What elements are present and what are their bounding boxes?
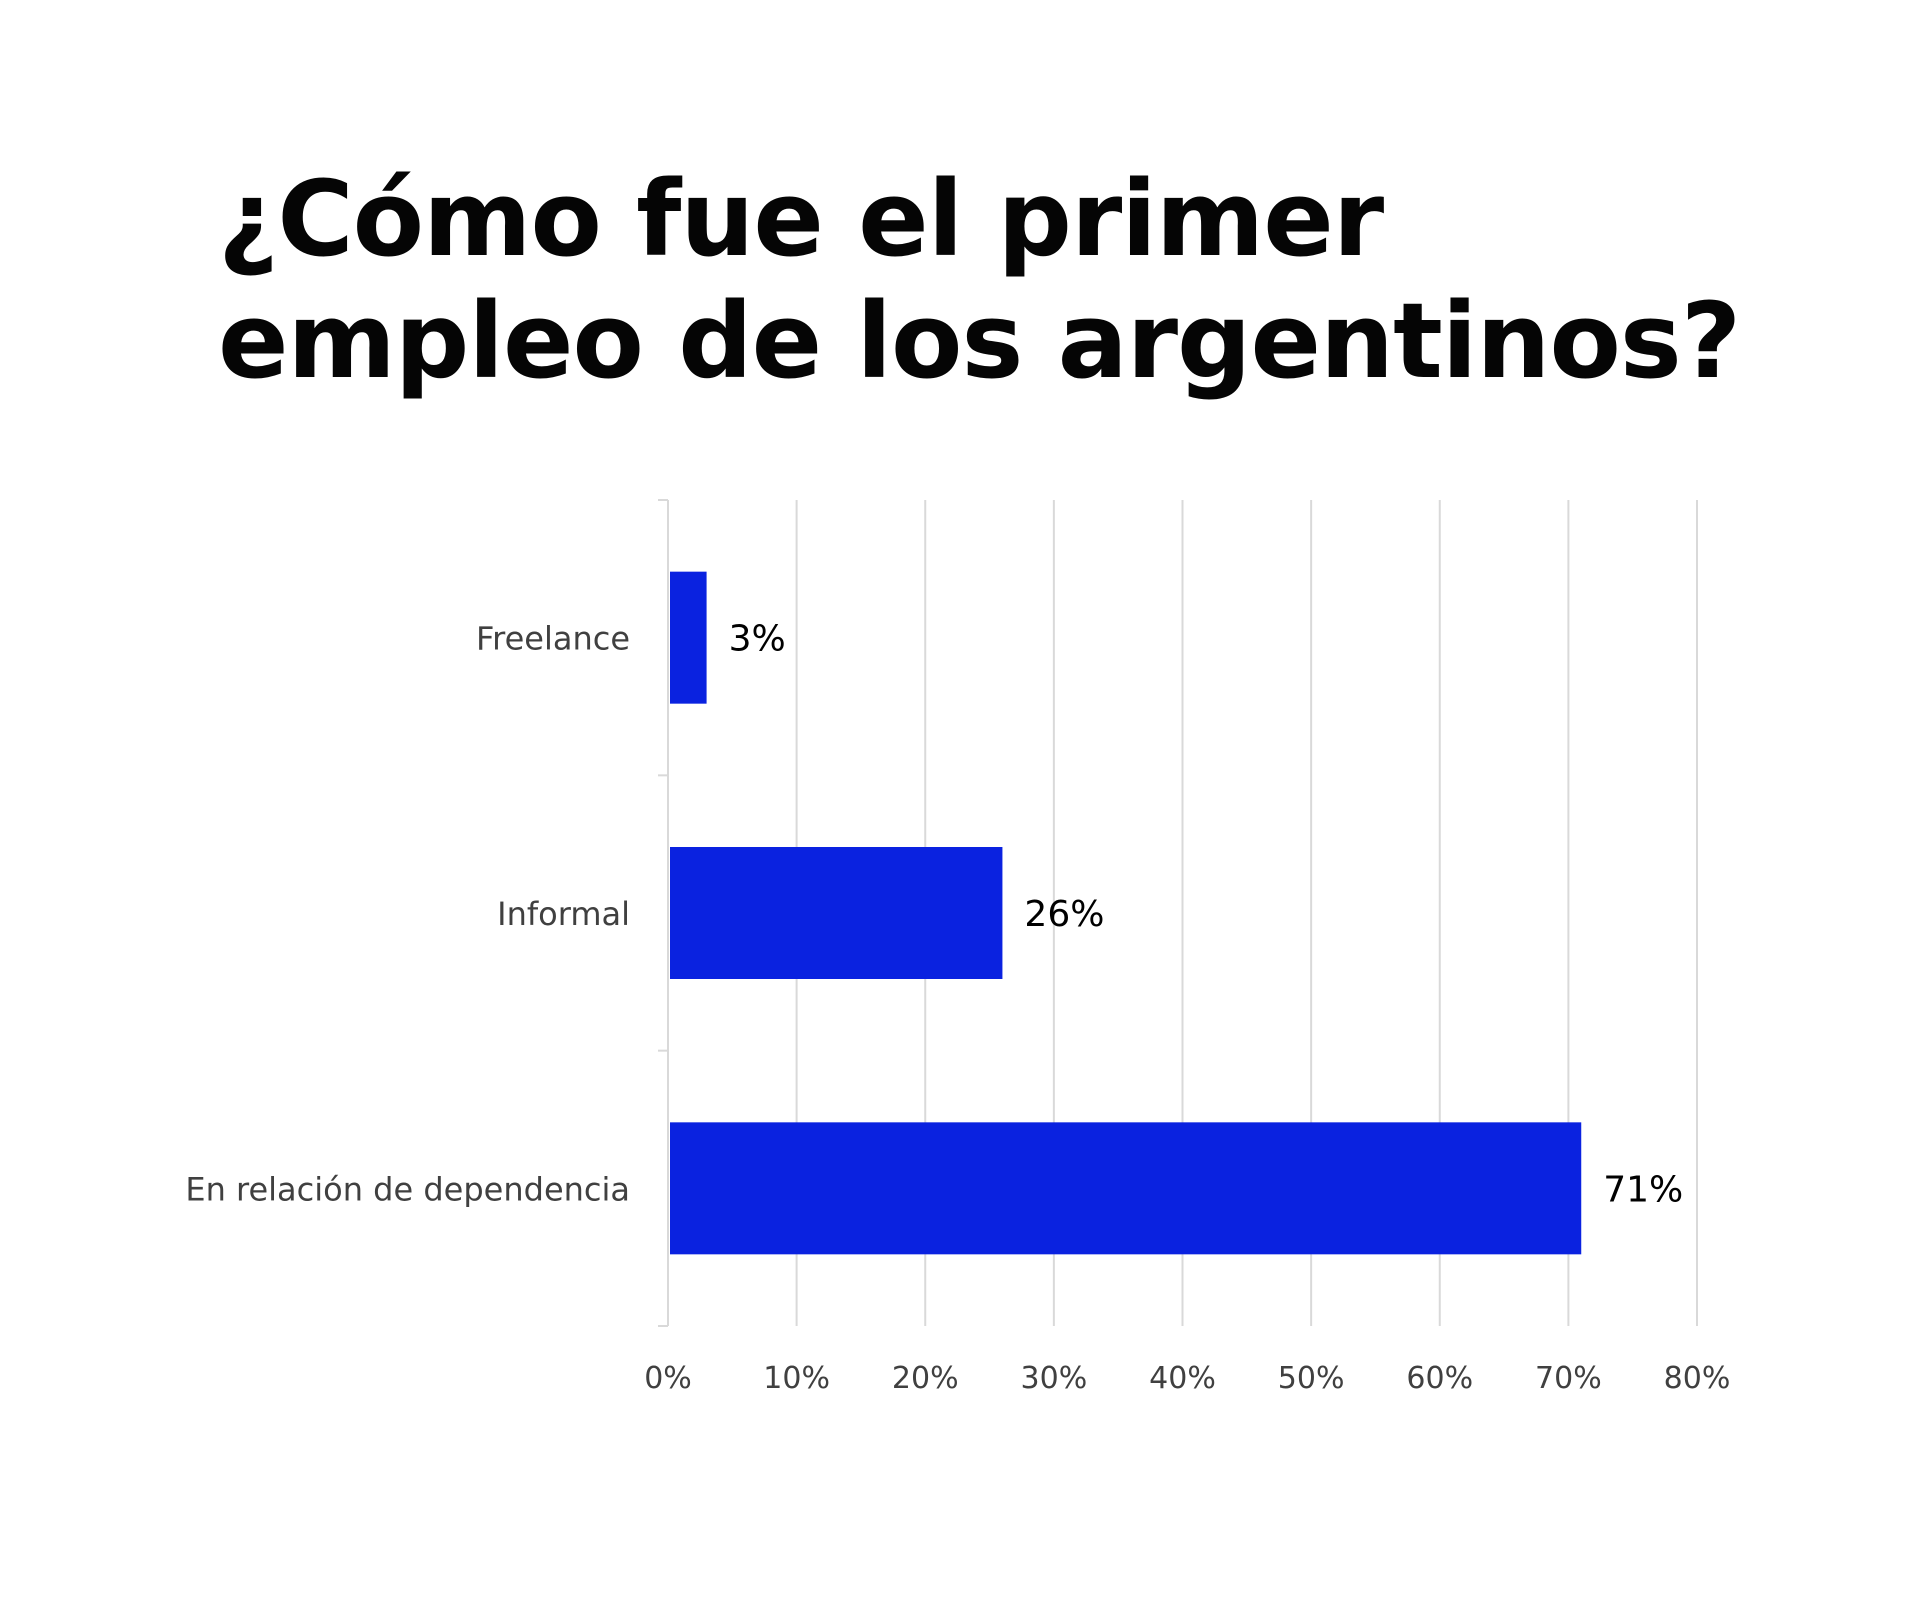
data-label: 71% (1603, 1169, 1683, 1210)
x-tick-label: 40% (1149, 1361, 1216, 1396)
data-label: 26% (1024, 894, 1104, 935)
category-label: En relación de dependencia (185, 1170, 630, 1208)
category-label: Informal (497, 895, 630, 933)
bar (670, 847, 1003, 979)
x-tick-label: 20% (892, 1361, 959, 1396)
page-title: ¿Cómo fue el primer empleo de los argent… (218, 158, 1741, 402)
page-title-line-1: ¿Cómo fue el primer (218, 158, 1384, 280)
bar (670, 1122, 1582, 1255)
x-tick-label: 80% (1664, 1361, 1731, 1396)
x-tick-labels: 0% 10% 20% 30% 40% 50% 60% 70% 80% (644, 1361, 1730, 1396)
x-tick-label: 10% (763, 1361, 830, 1396)
x-tick-label: 50% (1278, 1361, 1345, 1396)
data-label: 3% (729, 619, 786, 660)
bars (670, 571, 1582, 1255)
bar (670, 571, 707, 704)
data-labels: 3% 26% 71% (729, 619, 1684, 1211)
x-tick-label: 60% (1406, 1361, 1473, 1396)
category-axis (658, 499, 669, 1327)
page-title-line-2: empleo de los argentinos? (218, 280, 1741, 402)
x-tick-label: 30% (1021, 1361, 1088, 1396)
x-tick-label: 70% (1535, 1361, 1602, 1396)
category-label: Freelance (476, 620, 630, 658)
category-labels: Freelance Informal En relación de dependen… (185, 620, 630, 1209)
x-tick-label: 0% (644, 1361, 692, 1396)
